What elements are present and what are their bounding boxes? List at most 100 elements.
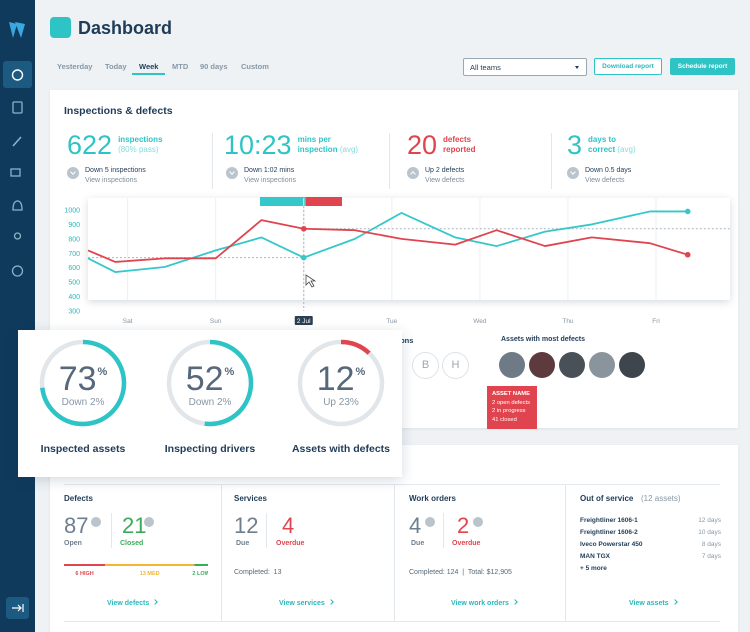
nav-icon[interactable]: [12, 136, 22, 147]
asset-days: 12 days: [698, 517, 721, 524]
nav-icon[interactable]: [11, 69, 24, 81]
kpi-value: 3: [567, 130, 583, 160]
view-link[interactable]: View defects: [107, 600, 157, 607]
line-chart: 300 400 500 600 700 800 900 1000 Sat Sun 2 Jul Tue W…: [64, 197, 730, 325]
view-link[interactable]: View assets: [629, 600, 677, 607]
point-marker: [684, 208, 691, 215]
divider: [64, 484, 720, 485]
asset-avatar[interactable]: [559, 352, 585, 378]
series-line: [87, 219, 688, 263]
logo[interactable]: [9, 22, 25, 38]
severity-bar: 6 HIGH 13 MED 2 LOW: [64, 564, 208, 577]
divider: [565, 484, 566, 622]
severity-segment: [64, 564, 106, 566]
view-link[interactable]: View services: [279, 600, 333, 607]
gauge-arc: [297, 339, 385, 427]
kpi: 622 inspections (80% pass): [67, 131, 190, 159]
kpi-value: 20: [407, 130, 438, 160]
due-count: 4: [409, 513, 422, 538]
x-tick-label: Wed: [473, 318, 487, 325]
download-button[interactable]: Download report: [594, 58, 662, 75]
divider: [111, 513, 112, 548]
asset-avatar[interactable]: [589, 352, 615, 378]
kpi-label: mins per inspection (avg): [298, 135, 362, 155]
kpi-link[interactable]: View inspections: [244, 177, 297, 184]
nav-icon[interactable]: [10, 168, 21, 177]
info-icon: [425, 517, 435, 527]
kpi-value: 622: [67, 130, 113, 160]
asset-avatar[interactable]: [529, 352, 555, 378]
section-title: Work orders: [409, 494, 456, 503]
info-icon: [473, 517, 483, 527]
change-text: Down 1:02 mins: [244, 167, 295, 174]
kpi-sub: (avg): [339, 145, 359, 154]
asset-days: 7 days: [701, 553, 721, 560]
section-title: Out of service: [580, 494, 634, 503]
asset-avatar[interactable]: [619, 352, 645, 378]
overdue-count: 2: [457, 513, 470, 538]
gauge-number: 73: [58, 360, 97, 398]
gauge-change: Up 23%: [323, 397, 359, 408]
info-icon: [144, 517, 154, 527]
gauge-change: Down 2%: [61, 397, 105, 408]
gauge-unit: %: [97, 366, 108, 378]
nav-icon[interactable]: [11, 265, 24, 277]
change-text: Down 0.5 days: [585, 167, 632, 174]
divider: [389, 133, 390, 189]
kpi-link[interactable]: View defects: [585, 177, 625, 184]
tab[interactable]: Week: [139, 62, 159, 71]
asset-name[interactable]: Iveco Powerstar 450: [580, 541, 643, 548]
kpi-change: Down 0.5 days View defects: [567, 166, 631, 186]
down-icon: [226, 167, 238, 179]
section-title: Defects: [64, 494, 93, 503]
view-link[interactable]: View work orders: [451, 600, 517, 607]
completed: Completed: 13: [234, 569, 282, 576]
closed-count: 21: [122, 513, 147, 538]
page-title: Dashboard: [78, 18, 173, 38]
gauge-value: 12%: [291, 360, 391, 399]
gauge-arc: [166, 339, 254, 427]
nav-icon[interactable]: [13, 232, 22, 240]
severity-segment: [105, 564, 195, 566]
asset-name[interactable]: Freightliner 1606-2: [580, 529, 638, 536]
hover-tag: [306, 197, 342, 206]
kpi-link[interactable]: View inspections: [85, 177, 138, 184]
gauge-unit: %: [355, 366, 366, 378]
tooltip-title: ASSET NAME: [492, 391, 531, 397]
kpi-link[interactable]: View defects: [425, 177, 465, 184]
x-tick-label: Thu: [562, 318, 574, 325]
tab[interactable]: Custom: [241, 62, 269, 71]
gauge-card: 73% Down 2% Inspected assets 52% Down 2%…: [18, 330, 402, 477]
tab[interactable]: Today: [105, 62, 127, 71]
select-caret: [575, 66, 579, 69]
more-link[interactable]: + 5 more: [580, 565, 607, 572]
nav-icon[interactable]: [12, 101, 23, 114]
tab[interactable]: 90 days: [200, 62, 228, 71]
point-marker: [300, 225, 307, 232]
x-tick-highlight: [294, 316, 313, 325]
sidebar-bg: [0, 0, 35, 632]
letter-avatar: B: [412, 352, 439, 379]
nav-icon[interactable]: [12, 200, 23, 211]
tab[interactable]: Yesterday: [57, 62, 93, 71]
gauge-label: Inspecting drivers: [164, 443, 256, 455]
info-icon: [91, 517, 101, 527]
section-title: Services: [234, 494, 267, 503]
y-tick-label: 300: [68, 309, 80, 316]
collapse-icon: [12, 604, 24, 612]
tab[interactable]: MTD: [172, 62, 189, 71]
schedule-button[interactable]: Schedule report: [670, 58, 735, 75]
team-select[interactable]: All teams: [463, 58, 587, 76]
asset-name[interactable]: Freightliner 1606-1: [580, 517, 638, 524]
divider: [212, 133, 213, 189]
completed: Completed: 124 | Total: $12,905: [409, 569, 512, 576]
y-tick-label: 500: [68, 280, 80, 287]
asset-avatar[interactable]: [499, 352, 525, 378]
tooltip-line: 2 in progress: [492, 408, 526, 414]
kpi-sub: (avg): [617, 145, 636, 154]
letter-avatar: H: [442, 352, 469, 379]
kpi-label: inspections (80% pass): [118, 135, 190, 155]
y-tick-label: 900: [68, 222, 80, 229]
asset-name[interactable]: MAN TGX: [580, 553, 610, 560]
gauges: [39, 339, 385, 427]
